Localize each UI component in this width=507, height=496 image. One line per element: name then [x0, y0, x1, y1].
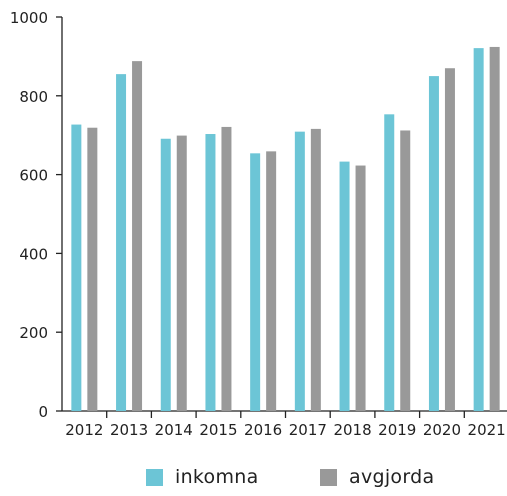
y-tick-label: 200: [19, 324, 48, 342]
y-tick-label: 800: [19, 88, 48, 106]
bar-inkomna-2014: [160, 138, 171, 411]
bar-avgjorda-2015: [221, 126, 232, 412]
legend-item-inkomna: inkomna: [146, 466, 259, 488]
bar-inkomna-2017: [294, 131, 305, 412]
bar-avgjorda-2012: [87, 127, 98, 412]
x-tick-label: 2016: [244, 421, 282, 439]
bar-avgjorda-2016: [266, 151, 277, 411]
bar-avgjorda-2021: [489, 46, 500, 411]
y-tick-label: 600: [19, 167, 48, 185]
bar-inkomna-2020: [428, 76, 439, 411]
bar-avgjorda-2014: [176, 135, 187, 411]
y-axis: 0 200 400 600 800 1000: [10, 9, 63, 421]
bar-inkomna-2012: [71, 124, 82, 411]
bar-avgjorda-2013: [132, 61, 143, 412]
legend-swatch-avgjorda: [320, 468, 337, 486]
bar-inkomna-2016: [250, 153, 261, 411]
x-tick-label: 2020: [423, 421, 461, 439]
x-tick-label: 2014: [155, 421, 193, 439]
x-tick-label: 2012: [65, 421, 103, 439]
legend-item-avgjorda: avgjorda: [320, 466, 434, 488]
legend-label-inkomna: inkomna: [175, 466, 259, 488]
bar-inkomna-2019: [384, 114, 395, 412]
bars: [71, 46, 500, 412]
x-tick-label: 2018: [333, 421, 371, 439]
x-tick-label: 2013: [110, 421, 148, 439]
bar-avgjorda-2019: [400, 130, 411, 412]
x-tick-label: 2015: [199, 421, 237, 439]
bar-inkomna-2018: [339, 161, 350, 411]
x-tick-label: 2021: [468, 421, 506, 439]
legend-swatch-inkomna: [146, 468, 163, 486]
bar-avgjorda-2018: [355, 165, 366, 411]
x-axis: 2012 2013 2014 2015 2016 2017 2018 2019 2020 2021: [62, 410, 507, 439]
bar-avgjorda-2017: [310, 128, 321, 411]
bar-avgjorda-2020: [444, 68, 455, 411]
legend: inkomna avgjorda: [0, 466, 507, 496]
bar-inkomna-2015: [205, 134, 216, 411]
x-tick-label: 2019: [378, 421, 416, 439]
y-tick-label: 1000: [10, 9, 48, 27]
legend-label-avgjorda: avgjorda: [349, 466, 435, 488]
y-tick-label: 0: [38, 403, 48, 421]
bar-inkomna-2021: [473, 48, 484, 411]
y-tick-label: 400: [19, 245, 48, 263]
bar-inkomna-2013: [116, 74, 127, 411]
x-tick-label: 2017: [289, 421, 327, 439]
